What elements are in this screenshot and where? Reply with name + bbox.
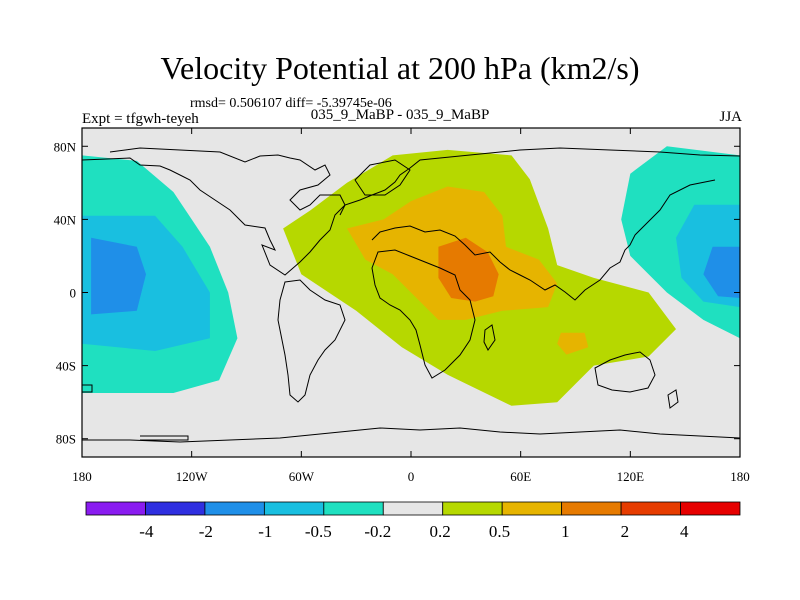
- colorbar-label: 0.5: [489, 522, 510, 541]
- contour-region-2-0: [91, 237, 146, 315]
- stats-label: rmsd= 0.506107 diff= -5.39745e-06: [190, 96, 392, 111]
- coastline-north-america: [82, 147, 346, 276]
- x-tick-label: 60E: [510, 469, 531, 484]
- season-label: JJA: [719, 109, 742, 125]
- coastline-africa: [371, 249, 476, 379]
- colorbar-swatch: [85, 501, 146, 516]
- contour-region-2-1: [703, 246, 740, 298]
- colorbar-label: -4: [139, 522, 154, 541]
- colorbar-label: 4: [680, 522, 689, 541]
- x-tick-label: 0: [408, 469, 415, 484]
- colorbar-swatch: [323, 501, 384, 516]
- colorbar-label: -0.2: [364, 522, 391, 541]
- colorbar-swatch: [561, 501, 622, 516]
- coastline-eurasia: [339, 147, 740, 216]
- coastline-antarctica: [82, 427, 740, 443]
- colorbar-swatch: [501, 501, 563, 516]
- coastline-layer: [82, 147, 740, 443]
- colorbar-swatch: [145, 501, 206, 516]
- colorbar-swatch: [382, 501, 444, 516]
- colorbar-label: 1: [561, 522, 570, 541]
- colorbar-label: 2: [621, 522, 630, 541]
- colorbar-label: -2: [199, 522, 213, 541]
- coastline-europe-south: [371, 225, 501, 263]
- experiment-label: Expt = tfgwh-teyeh: [82, 111, 199, 127]
- colorbar-swatch: [263, 501, 325, 516]
- y-tick-label: 40N: [54, 212, 77, 227]
- colorbar-label: -1: [258, 522, 272, 541]
- coastline-pacific-islands: [82, 384, 189, 441]
- y-tick-label: 80N: [54, 139, 77, 154]
- coastline-australia: [594, 351, 656, 393]
- x-tick-label: 120E: [617, 469, 645, 484]
- coastline-asia-south: [499, 179, 716, 301]
- coastline-greenland: [354, 159, 411, 196]
- x-tick-label: 60W: [289, 469, 315, 484]
- contour-region-4-1: [557, 332, 589, 355]
- x-tick-label: 180: [72, 469, 92, 484]
- colorbar-swatch: [442, 501, 503, 516]
- x-tick-label: 120W: [176, 469, 209, 484]
- case-label: 035_9_MaBP - 035_9_MaBP: [310, 107, 490, 123]
- y-tick-label: 80S: [56, 432, 76, 447]
- y-axis: 80N 40N 0 40S 80S: [54, 139, 740, 447]
- coastline-south-america: [277, 279, 346, 403]
- colorbar: -4 -2 -1 -0.5 -0.2 0.2 0.5 1 2 4: [85, 501, 741, 541]
- colorbar-label: 0.2: [429, 522, 450, 541]
- colorbar-swatch: [620, 501, 681, 516]
- y-tick-label: 40S: [56, 359, 76, 374]
- chart-title: Velocity Potential at 200 hPa (km2/s): [160, 50, 640, 86]
- colorbar-label: -0.5: [305, 522, 332, 541]
- contour-fill-layer: [82, 146, 740, 406]
- colorbar-swatch: [680, 501, 741, 516]
- y-tick-label: 0: [70, 286, 77, 301]
- coastline-new-zealand: [667, 389, 679, 409]
- colorbar-swatch: [204, 501, 265, 516]
- x-tick-label: 180: [730, 469, 750, 484]
- coastline-madagascar: [483, 324, 496, 351]
- x-axis: 180 120W 60W 0 60E 120E 180: [72, 128, 750, 484]
